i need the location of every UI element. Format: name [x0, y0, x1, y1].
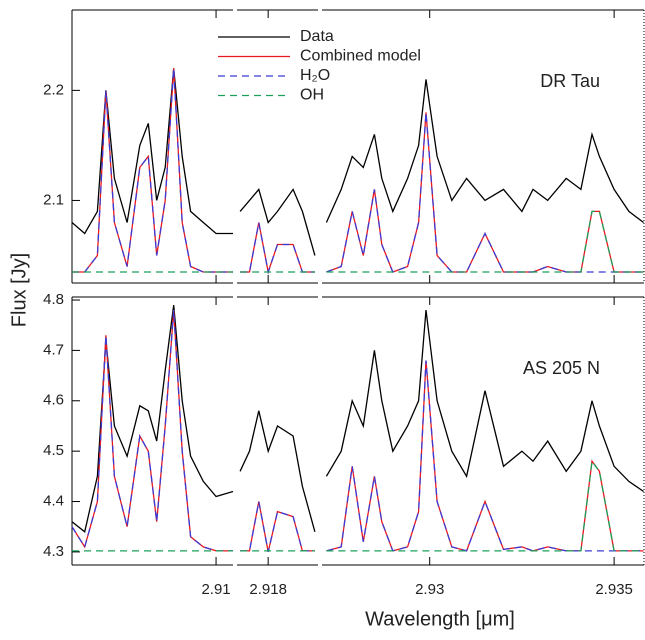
y-tick-label: 4.8 — [43, 291, 64, 308]
y-tick-label: 4.4 — [43, 492, 64, 509]
spectrum-line — [239, 188, 316, 256]
spectrum-line — [71, 68, 233, 235]
spectrum-line — [240, 501, 315, 553]
spectrum-line — [71, 310, 233, 552]
spectrum-line — [72, 68, 233, 273]
x-tick-label: 2.918 — [249, 581, 287, 598]
spectrum-line — [71, 310, 233, 552]
y-tick-label: 2.1 — [43, 191, 64, 208]
legend-label: H₂O — [300, 67, 330, 84]
x-tick-label: 2.93 — [415, 581, 444, 598]
panel-label: DR Tau — [540, 71, 600, 91]
y-tick-label: 4.6 — [43, 392, 64, 409]
x-tick-label: 2.935 — [595, 581, 633, 598]
spectrum-line — [326, 459, 644, 552]
legend-label: Combined model — [300, 48, 421, 65]
spectrum-line — [326, 360, 644, 552]
y-tick-label: 4.7 — [43, 341, 64, 358]
x-axis-label: Wavelength [μm] — [365, 608, 515, 630]
y-tick-label: 4.3 — [43, 543, 64, 560]
spectrum-line — [239, 410, 316, 532]
y-tick-label: 4.5 — [43, 442, 64, 459]
spectrum-line — [326, 112, 644, 273]
spectrum-line — [325, 79, 644, 224]
x-tick-label: 2.91 — [201, 581, 230, 598]
spectrum-line — [326, 360, 644, 552]
spectrum-line — [71, 305, 234, 533]
spectrum-line — [72, 68, 233, 273]
y-tick-label: 2.2 — [43, 81, 64, 98]
spectrum-line — [325, 310, 644, 493]
legend-label: OH — [300, 87, 324, 104]
spectrum-line — [326, 210, 644, 273]
y-axis-label: Flux [Jy] — [8, 253, 30, 327]
spectrum-line — [240, 222, 315, 275]
legend-label: Data — [300, 28, 334, 45]
panel-label: AS 205 N — [523, 358, 600, 378]
